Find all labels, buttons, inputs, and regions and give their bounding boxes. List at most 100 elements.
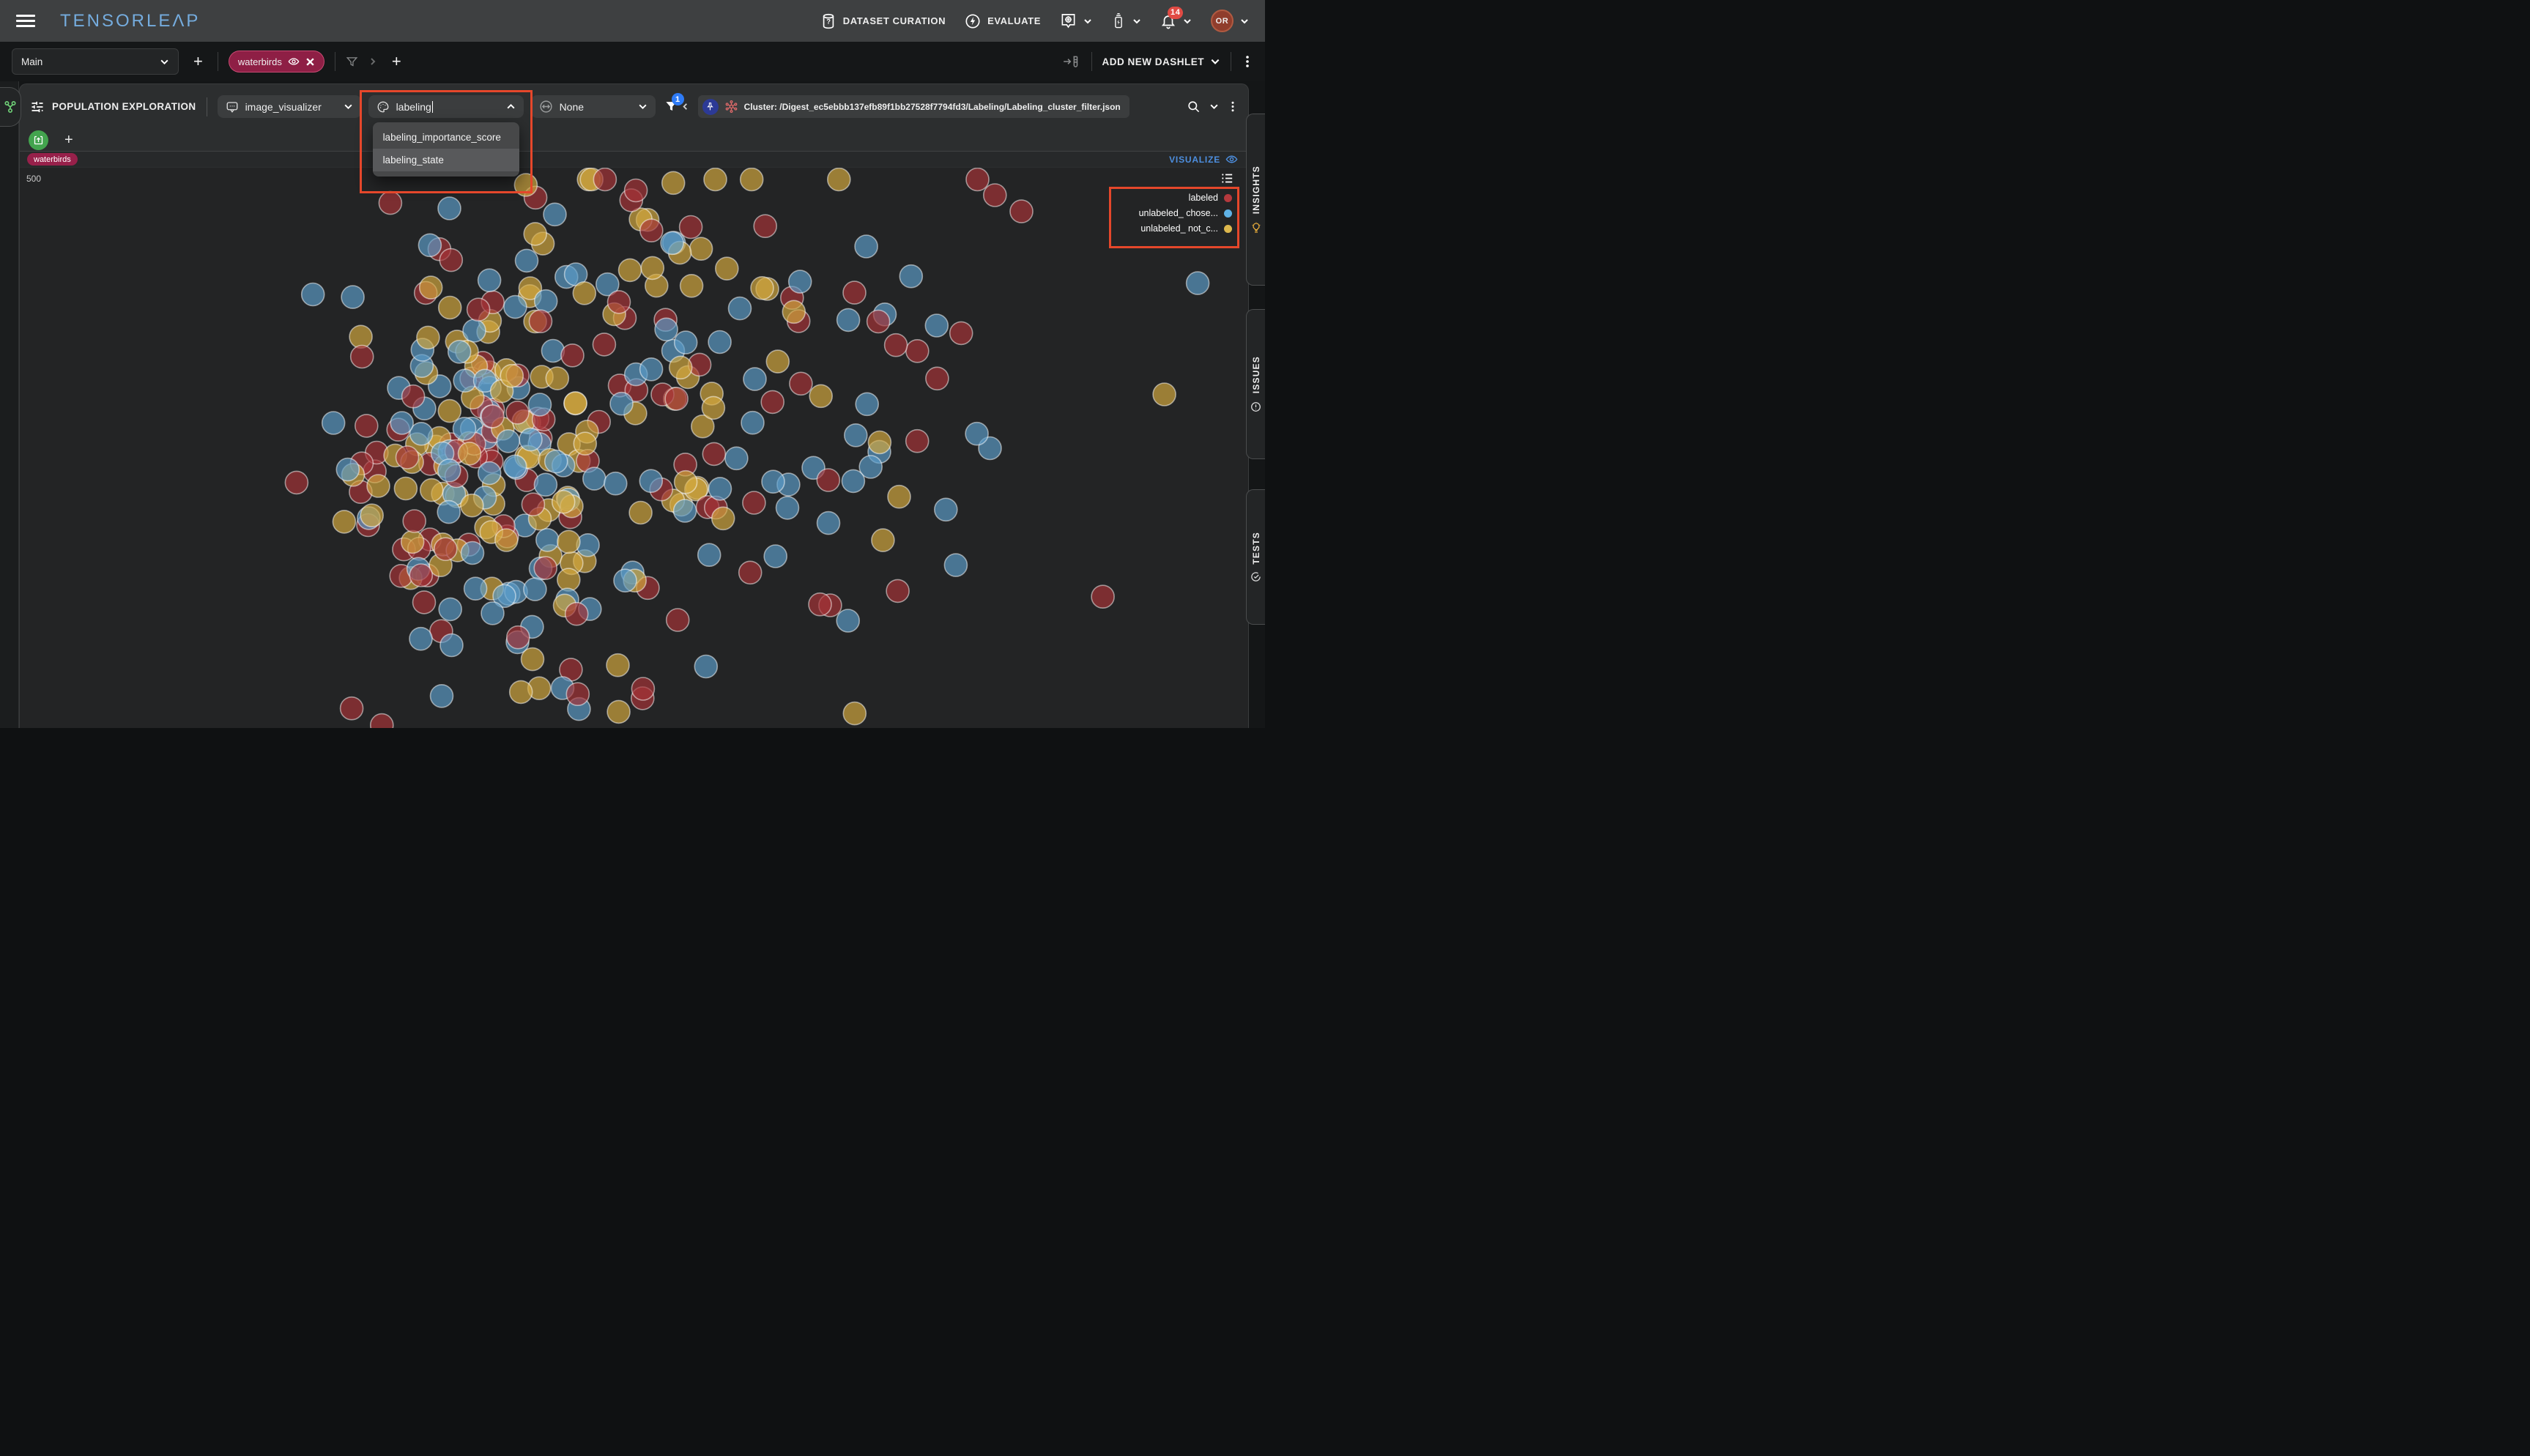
version-bar: Main + waterbirds +	[0, 42, 1265, 81]
population-exploration-dashlet: POPULATION EXPLORATION image_visualizer	[19, 83, 1249, 728]
add-new-dashlet-label: ADD NEW DASHLET	[1102, 56, 1204, 67]
hamburger-menu-icon[interactable]	[16, 15, 35, 27]
battery-bolt-icon	[1111, 12, 1126, 29]
color-by-options-menu: labeling_importance_score labeling_state	[372, 122, 519, 177]
chevron-right-icon[interactable]	[368, 57, 377, 66]
legend-dot-red	[1224, 193, 1232, 202]
chevron-down-icon	[1183, 17, 1192, 26]
chevron-up-icon	[506, 102, 516, 111]
dashlet-strip: waterbirds VISUALIZE	[20, 151, 1248, 167]
color-by-select-wrapper: labeling labeling_importance_score label…	[359, 90, 533, 193]
legend-dot-yellow	[1224, 224, 1232, 233]
evaluate-bolt-icon	[965, 13, 981, 29]
text-caret	[431, 100, 434, 113]
export-button[interactable]	[29, 130, 48, 150]
chevron-down-icon	[1210, 56, 1220, 67]
tensorleap-app: TENSORLEΛP ? DATASET CURATION EVALUATE	[0, 0, 1265, 728]
branch-icon	[3, 100, 18, 114]
assistant-menu[interactable]	[1060, 12, 1092, 29]
dashlet-filter-button[interactable]: 1	[664, 93, 689, 114]
chevron-down-icon	[1240, 17, 1249, 26]
dataset-curation-label: DATASET CURATION	[842, 15, 946, 26]
cluster-filter-pill[interactable]: Cluster: /Digest_ec5ebbb137efb89f1bb2752…	[697, 95, 1129, 118]
notifications-menu[interactable]: 14	[1160, 6, 1192, 29]
tab-issues[interactable]: ISSUES	[1246, 309, 1265, 459]
database-icon: ?	[820, 13, 836, 29]
chevron-down-icon	[344, 102, 353, 111]
add-new-dashlet-button[interactable]: ADD NEW DASHLET	[1102, 56, 1221, 67]
legend: labeled unlabeled_ chose... unlabeled_ n…	[1139, 193, 1232, 234]
legend-label: unlabeled_ not_c...	[1140, 223, 1218, 234]
topbar-actions: ? DATASET CURATION EVALUATE	[820, 6, 1249, 32]
evaluate-label: EVALUATE	[987, 15, 1041, 26]
kebab-menu-icon[interactable]	[1228, 100, 1238, 113]
tab-tests[interactable]: TESTS	[1246, 489, 1265, 625]
legend-label: unlabeled_ chose...	[1138, 208, 1218, 218]
tests-label: TESTS	[1250, 531, 1261, 565]
legend-item-unlabeled-not-chosen[interactable]: unlabeled_ not_c...	[1140, 223, 1232, 234]
size-by-select[interactable]: None	[530, 95, 656, 118]
chevron-down-icon	[1083, 17, 1092, 26]
population-scatter-area: 500 labeled unlabeled_ chose... unlabele…	[20, 168, 1248, 728]
helm-bubble-icon	[1060, 12, 1077, 29]
tab-insights[interactable]: INSIGHTS	[1246, 114, 1265, 286]
resources-menu[interactable]	[1111, 12, 1141, 29]
filter-count-badge: 1	[671, 93, 684, 105]
chevron-down-icon	[160, 57, 169, 67]
bell-icon	[1160, 13, 1176, 29]
chevron-left-icon[interactable]	[681, 103, 689, 111]
menu-item-labeling-importance-score[interactable]: labeling_importance_score	[382, 132, 501, 143]
account-menu[interactable]: OR	[1211, 10, 1249, 32]
close-icon[interactable]	[305, 57, 315, 67]
chevron-down-icon[interactable]	[1209, 102, 1219, 111]
top-bar: TENSORLEΛP ? DATASET CURATION EVALUATE	[0, 0, 1265, 42]
legend-dot-blue	[1224, 209, 1232, 218]
divider	[1091, 52, 1092, 71]
app-logo: TENSORLEΛP	[60, 10, 201, 31]
filter-icon[interactable]	[346, 56, 358, 68]
cluster-filter-label: Cluster: /Digest_ec5ebbb137efb89f1bb2752…	[743, 101, 1121, 112]
kebab-menu-icon[interactable]	[1242, 55, 1253, 68]
lightbulb-icon	[1250, 222, 1262, 234]
dataset-curation-button[interactable]: ? DATASET CURATION	[820, 13, 946, 29]
visualizer-select[interactable]: image_visualizer	[217, 95, 361, 118]
network-version-tab[interactable]	[0, 87, 21, 127]
issues-label: ISSUES	[1250, 356, 1261, 394]
menu-item-labeling-state[interactable]: labeling_state	[372, 149, 519, 171]
legend-list-icon[interactable]	[1221, 173, 1234, 184]
dashlet-toolbar: POPULATION EXPLORATION image_visualizer	[20, 84, 1248, 193]
add-filter-button[interactable]: +	[391, 52, 401, 70]
dashlet-title: POPULATION EXPLORATION	[52, 101, 196, 112]
eye-icon[interactable]	[288, 56, 300, 67]
eye-icon	[1225, 153, 1238, 166]
sliders-icon[interactable]	[30, 100, 45, 114]
version-select[interactable]: Main	[12, 48, 179, 75]
dataset-chip-waterbirds[interactable]: waterbirds	[228, 51, 324, 73]
visualize-button[interactable]: VISUALIZE	[1169, 153, 1238, 166]
search-icon[interactable]	[1187, 100, 1201, 114]
legend-item-labeled[interactable]: labeled	[1189, 193, 1232, 203]
color-by-input[interactable]: labeling	[396, 100, 434, 113]
send-to-test-icon[interactable]	[1062, 54, 1081, 69]
add-population-button[interactable]: +	[64, 132, 73, 148]
left-gutter	[0, 81, 19, 728]
exclamation-circle-icon	[1250, 401, 1261, 412]
population-chip-waterbirds[interactable]: waterbirds	[27, 153, 78, 166]
notification-badge: 14	[1168, 6, 1184, 19]
cluster-network-icon	[724, 100, 738, 114]
visualizer-bubble-icon	[226, 100, 239, 114]
size-by-select-value: None	[559, 100, 585, 113]
color-by-select[interactable]: labeling	[368, 95, 524, 118]
spread-circle-icon	[539, 100, 553, 114]
avatar: OR	[1211, 10, 1234, 32]
dashlet-toolbar-right	[1187, 100, 1238, 114]
dataset-chip-label: waterbirds	[237, 56, 282, 67]
insights-label: INSIGHTS	[1250, 166, 1261, 215]
legend-item-unlabeled-chosen[interactable]: unlabeled_ chose...	[1139, 208, 1232, 218]
visualizer-select-value: image_visualizer	[245, 100, 322, 113]
scatter-plot[interactable]	[20, 168, 1248, 728]
add-version-button[interactable]: +	[193, 52, 203, 70]
pin-icon	[702, 98, 719, 115]
evaluate-button[interactable]: EVALUATE	[965, 13, 1041, 29]
check-circle-icon	[1250, 571, 1261, 582]
